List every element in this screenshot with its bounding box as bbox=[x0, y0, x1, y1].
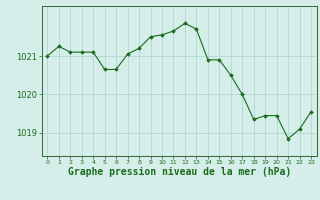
X-axis label: Graphe pression niveau de la mer (hPa): Graphe pression niveau de la mer (hPa) bbox=[68, 167, 291, 177]
